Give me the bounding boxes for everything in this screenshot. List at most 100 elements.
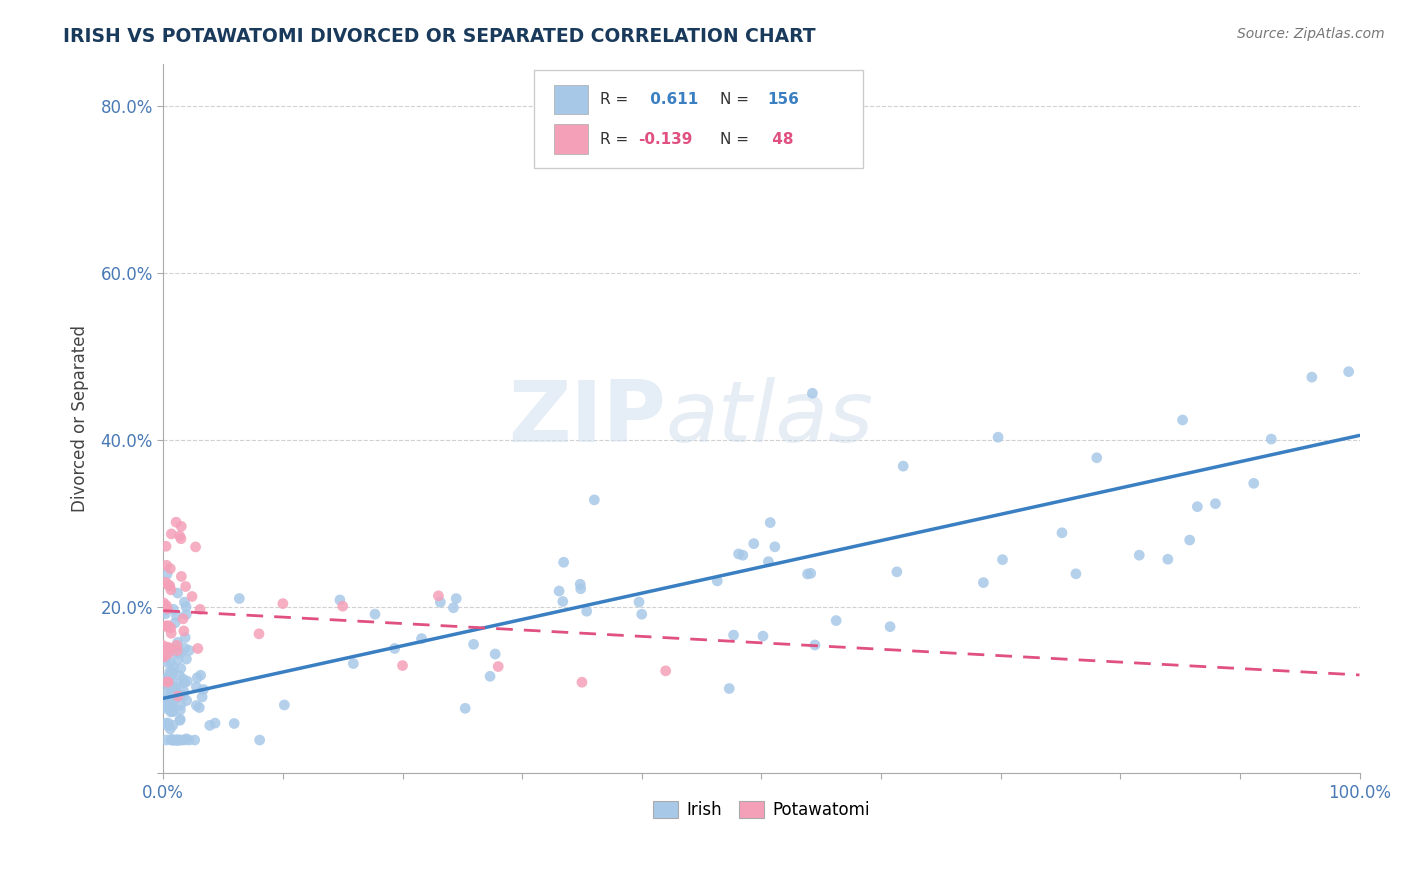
Point xyxy=(273,698,295,712)
Point xyxy=(157,646,180,660)
Point xyxy=(153,649,176,664)
Point xyxy=(170,569,193,583)
Point xyxy=(155,575,177,590)
Text: 156: 156 xyxy=(768,92,799,107)
Point xyxy=(583,492,606,507)
Point xyxy=(167,689,190,703)
Point xyxy=(193,682,215,697)
Point xyxy=(1157,552,1180,566)
Point xyxy=(167,733,190,747)
Text: R =: R = xyxy=(600,92,633,107)
Point xyxy=(1178,533,1201,547)
Point xyxy=(228,591,250,606)
Point xyxy=(152,599,174,613)
Point xyxy=(159,705,181,719)
Point xyxy=(159,693,181,707)
Point xyxy=(742,536,765,550)
Point xyxy=(160,582,183,597)
Point xyxy=(173,684,195,698)
Point xyxy=(165,608,187,623)
Text: N =: N = xyxy=(720,132,754,147)
Point xyxy=(166,733,188,747)
Point xyxy=(752,629,775,643)
Point xyxy=(155,558,177,573)
Point xyxy=(224,716,246,731)
Point xyxy=(170,645,193,659)
Point xyxy=(169,529,191,543)
Point xyxy=(198,718,221,732)
Point xyxy=(157,619,180,633)
Point xyxy=(169,703,191,717)
Point xyxy=(162,698,184,713)
Point xyxy=(173,641,195,656)
Point xyxy=(654,664,676,678)
Point xyxy=(166,635,188,649)
Point xyxy=(167,647,190,661)
Point xyxy=(159,700,181,714)
Point xyxy=(1128,548,1150,562)
Point xyxy=(548,584,571,599)
Text: Source: ZipAtlas.com: Source: ZipAtlas.com xyxy=(1237,27,1385,41)
Point xyxy=(173,595,195,609)
Point xyxy=(159,665,181,679)
Point xyxy=(796,566,818,581)
Point xyxy=(156,697,179,711)
Point xyxy=(181,590,204,604)
Point xyxy=(759,516,782,530)
Point xyxy=(179,643,201,657)
Point xyxy=(155,539,177,553)
Text: 48: 48 xyxy=(768,132,794,147)
Point xyxy=(190,668,212,682)
Point xyxy=(160,684,183,698)
Point xyxy=(553,555,575,569)
Point xyxy=(159,641,181,656)
Point xyxy=(187,641,209,656)
Point xyxy=(1187,500,1209,514)
Point xyxy=(176,652,198,666)
Point xyxy=(1085,450,1108,465)
Point xyxy=(183,733,205,747)
Y-axis label: Divorced or Separated: Divorced or Separated xyxy=(72,326,89,512)
Text: atlas: atlas xyxy=(665,377,873,460)
Point xyxy=(191,690,214,704)
Point xyxy=(486,659,509,673)
Point xyxy=(160,665,183,680)
Point xyxy=(169,712,191,726)
Point xyxy=(575,604,598,618)
Point xyxy=(170,688,193,702)
Point xyxy=(155,599,177,613)
Point xyxy=(153,717,176,731)
Point xyxy=(174,607,197,622)
Point xyxy=(706,574,728,588)
Point xyxy=(155,655,177,669)
Point xyxy=(174,580,197,594)
Text: 0.611: 0.611 xyxy=(645,92,699,107)
Point xyxy=(155,716,177,731)
Point xyxy=(173,624,195,638)
Point xyxy=(162,660,184,674)
Point xyxy=(162,704,184,718)
Point xyxy=(153,650,176,665)
Point xyxy=(1337,365,1360,379)
Point xyxy=(160,667,183,681)
Point xyxy=(166,638,188,652)
Point xyxy=(157,668,180,682)
Point xyxy=(169,668,191,682)
Point xyxy=(329,593,352,607)
Point xyxy=(156,601,179,615)
Point xyxy=(174,599,197,614)
Point xyxy=(165,680,187,694)
Point xyxy=(159,621,181,635)
Point xyxy=(441,600,464,615)
Point xyxy=(169,733,191,747)
Point xyxy=(411,632,433,646)
Point xyxy=(801,386,824,401)
Point xyxy=(249,733,271,747)
Point xyxy=(571,675,593,690)
Point xyxy=(429,595,451,609)
Point xyxy=(972,575,994,590)
Point xyxy=(479,669,502,683)
Point xyxy=(156,674,179,689)
Point xyxy=(165,733,187,747)
Point xyxy=(162,602,184,616)
